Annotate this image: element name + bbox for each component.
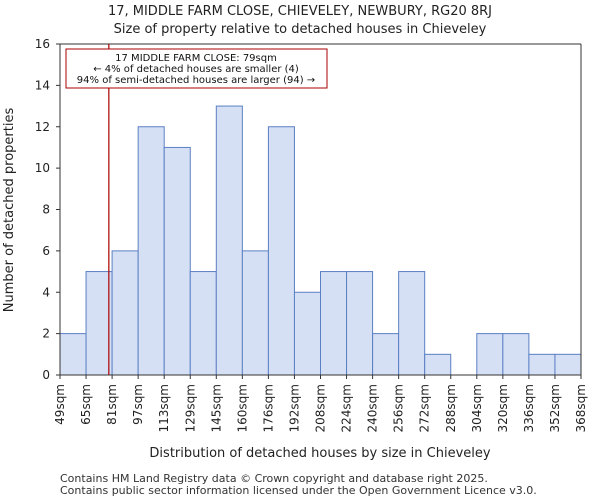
x-ticks-group: 49sqm 65sqm 81sqm 97sqm 113sqm 129sqm 145sqm 16… bbox=[53, 375, 588, 432]
x-tick-label: 97sqm bbox=[131, 384, 145, 425]
bar-81sqm bbox=[111, 250, 139, 376]
y-tick-label: 2 bbox=[42, 327, 50, 341]
x-tick-label: 208sqm bbox=[314, 384, 328, 432]
x-tick-label: 336sqm bbox=[522, 384, 536, 432]
bar-240sqm bbox=[372, 333, 400, 376]
bar-49sqm bbox=[59, 333, 87, 376]
bar-208sqm bbox=[320, 271, 348, 376]
x-tick-label: 160sqm bbox=[235, 384, 249, 432]
y-tick-label: 12 bbox=[35, 120, 50, 134]
annotation-line1: 17 MIDDLE FARM CLOSE: 79sqm bbox=[115, 53, 277, 64]
y-tick-label: 4 bbox=[42, 285, 50, 299]
x-axis-label: Distribution of detached houses by size … bbox=[149, 446, 490, 461]
y-tick-label: 0 bbox=[42, 368, 50, 382]
bar-192sqm bbox=[293, 291, 322, 376]
x-tick-label: 320sqm bbox=[496, 384, 510, 432]
x-tick-label: 352sqm bbox=[548, 384, 562, 432]
bar-304sqm bbox=[476, 333, 504, 376]
annotation-line2: ← 4% of detached houses are smaller (4) bbox=[93, 64, 299, 75]
y-ticks-group: 0 2 4 6 8 10 12 14 16 bbox=[35, 37, 60, 382]
chart-title-line2: Size of property relative to detached ho… bbox=[114, 22, 487, 37]
bar-336sqm bbox=[528, 353, 556, 376]
bar-113sqm bbox=[163, 146, 191, 376]
y-tick-label: 14 bbox=[35, 78, 50, 92]
bar-160sqm bbox=[241, 250, 269, 376]
x-tick-label: 49sqm bbox=[53, 384, 67, 425]
x-tick-label: 272sqm bbox=[418, 384, 432, 432]
bar-272sqm bbox=[424, 353, 452, 376]
x-tick-label: 145sqm bbox=[209, 384, 223, 432]
bar-145sqm bbox=[215, 105, 243, 376]
y-axis-label: Number of detached properties bbox=[2, 108, 17, 313]
x-tick-label: 113sqm bbox=[157, 384, 171, 432]
bar-320sqm bbox=[502, 333, 530, 376]
y-tick-label: 6 bbox=[42, 244, 50, 258]
x-tick-label: 368sqm bbox=[574, 384, 588, 432]
footer-line1: Contains HM Land Registry data © Crown c… bbox=[60, 472, 488, 485]
annotation-box bbox=[65, 48, 328, 89]
footer-line2: Contains public sector information licen… bbox=[60, 484, 537, 497]
annotation-line3: 94% of semi-detached houses are larger (… bbox=[77, 75, 315, 86]
x-tick-label: 192sqm bbox=[287, 384, 301, 432]
y-tick-label: 16 bbox=[35, 37, 50, 51]
bar-129sqm bbox=[189, 271, 217, 376]
x-tick-label: 81sqm bbox=[105, 384, 119, 425]
bar-97sqm bbox=[137, 126, 165, 376]
bar-176sqm bbox=[267, 126, 295, 376]
y-tick-label: 8 bbox=[42, 203, 50, 217]
x-tick-label: 129sqm bbox=[183, 384, 197, 432]
x-tick-label: 65sqm bbox=[79, 384, 93, 425]
bar-256sqm bbox=[398, 271, 426, 376]
chart-title-line1: 17, MIDDLE FARM CLOSE, CHIEVELEY, NEWBUR… bbox=[108, 4, 492, 19]
y-tick-label: 10 bbox=[35, 161, 50, 175]
x-tick-label: 256sqm bbox=[392, 384, 406, 432]
bars-group bbox=[59, 105, 582, 376]
x-tick-label: 288sqm bbox=[444, 384, 458, 432]
x-tick-label: 176sqm bbox=[261, 384, 275, 432]
x-tick-label: 304sqm bbox=[470, 384, 484, 432]
bar-65sqm bbox=[85, 271, 113, 376]
x-tick-label: 224sqm bbox=[340, 384, 354, 432]
bar-352sqm bbox=[554, 353, 582, 376]
x-tick-label: 240sqm bbox=[366, 384, 380, 432]
bar-224sqm bbox=[346, 271, 374, 376]
